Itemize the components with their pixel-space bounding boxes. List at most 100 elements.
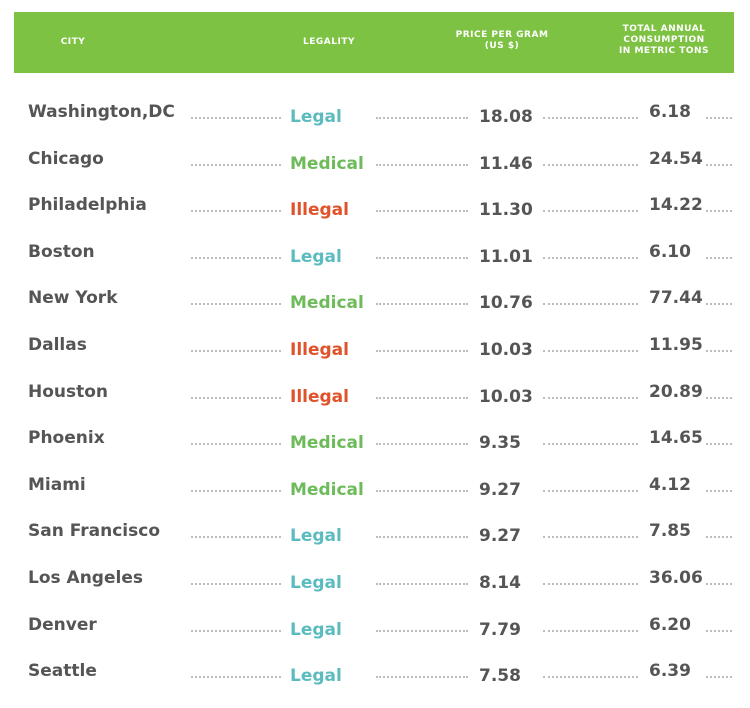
table-row: Houston Illegal 10.03 20.89	[0, 381, 750, 417]
leader-dots	[706, 117, 732, 119]
leader-dots	[191, 256, 281, 259]
table-row: Boston Legal 11.01 6.10	[0, 241, 750, 277]
table-row: Denver Legal 7.79 6.20	[0, 614, 750, 650]
city-name: Washington,DC	[28, 102, 175, 122]
price-per-gram: 11.01	[479, 246, 533, 267]
header-price: PRICE PER GRAM (US $)	[447, 30, 557, 52]
table-row: Miami Medical 9.27 4.12	[0, 474, 750, 510]
header-price-line2: (US $)	[484, 41, 520, 51]
price-per-gram: 10.03	[479, 386, 533, 407]
city-name: Philadelphia	[28, 195, 147, 216]
city-name: Seattle	[28, 661, 97, 682]
leader-dots	[543, 210, 638, 213]
leader-dots	[543, 489, 638, 492]
price-per-gram: 11.30	[479, 200, 533, 221]
leader-dots	[191, 629, 281, 632]
price-per-gram: 9.27	[479, 479, 521, 500]
price-per-gram: 11.46	[479, 153, 533, 174]
annual-consumption: 6.10	[649, 241, 691, 262]
annual-consumption: 24.54	[649, 148, 703, 169]
table-row: Chicago Medical 11.46 24.54	[0, 148, 750, 184]
price-per-gram: 7.58	[479, 666, 521, 687]
legality-status: Legal	[290, 526, 342, 547]
annual-consumption: 6.18	[649, 102, 691, 122]
leader-dots	[543, 303, 638, 306]
annual-consumption: 4.12	[649, 474, 691, 495]
city-name: New York	[28, 288, 118, 309]
table-row: San Francisco Legal 9.27 7.85	[0, 520, 750, 556]
leader-dots	[706, 163, 732, 166]
leader-dots	[376, 676, 468, 679]
header-price-line1: PRICE PER GRAM	[455, 30, 549, 40]
annual-consumption: 77.44	[649, 288, 703, 309]
city-name: Phoenix	[28, 428, 105, 449]
city-name: Houston	[28, 381, 109, 402]
legality-status: Illegal	[290, 386, 349, 407]
leader-dots	[191, 443, 281, 446]
price-per-gram: 9.27	[479, 526, 521, 547]
leader-dots	[706, 443, 732, 446]
leader-dots	[706, 303, 732, 306]
leader-dots	[376, 303, 468, 306]
leader-dots	[376, 443, 468, 446]
leader-dots	[706, 210, 732, 213]
leader-dots	[191, 676, 281, 679]
leader-dots	[706, 489, 732, 492]
annual-consumption: 36.06	[649, 568, 703, 588]
leader-dots	[376, 536, 468, 539]
header-consumption: TOTAL ANNUAL CONSUMPTION IN METRIC TONS	[604, 24, 724, 57]
legality-status: Illegal	[290, 200, 349, 221]
leader-dots	[706, 350, 732, 352]
leader-dots	[191, 163, 281, 166]
legality-status: Medical	[290, 433, 364, 454]
table-row: Los Angeles Legal 8.14 36.06	[0, 567, 750, 603]
city-name: Miami	[28, 474, 86, 495]
leader-dots	[191, 210, 281, 213]
table-row: Dallas Illegal 10.03 11.95	[0, 334, 750, 370]
leader-dots	[543, 676, 638, 679]
leader-dots	[191, 396, 281, 399]
legality-status: Medical	[290, 293, 364, 314]
annual-consumption: 6.20	[649, 614, 691, 635]
leader-dots	[376, 117, 468, 119]
header-consumption-line3: IN METRIC TONS	[618, 46, 710, 56]
leader-dots	[376, 489, 468, 492]
leader-dots	[191, 489, 281, 492]
city-name: Denver	[28, 614, 97, 635]
city-name: Los Angeles	[28, 568, 143, 588]
table-row: Philadelphia Illegal 11.30 14.22	[0, 194, 750, 230]
price-per-gram: 10.76	[479, 293, 533, 314]
leader-dots	[376, 350, 468, 352]
table-row: Washington,DC Legal 18.08 6.18	[0, 101, 750, 137]
annual-consumption: 7.85	[649, 521, 691, 542]
leader-dots	[543, 443, 638, 446]
leader-dots	[706, 396, 732, 399]
leader-dots	[191, 117, 281, 119]
header-legality: LEGALITY	[303, 37, 355, 47]
leader-dots	[543, 583, 638, 585]
leader-dots	[376, 583, 468, 585]
annual-consumption: 14.22	[649, 195, 703, 216]
leader-dots	[706, 583, 732, 585]
leader-dots	[191, 303, 281, 306]
legality-status: Legal	[290, 573, 342, 593]
leader-dots	[543, 396, 638, 399]
city-name: Chicago	[28, 148, 104, 169]
leader-dots	[706, 629, 732, 632]
legality-status: Legal	[290, 666, 342, 687]
price-per-gram: 7.79	[479, 619, 521, 640]
leader-dots	[543, 256, 638, 259]
annual-consumption: 11.95	[649, 335, 703, 355]
leader-dots	[543, 163, 638, 166]
leader-dots	[543, 629, 638, 632]
leader-dots	[706, 676, 732, 679]
header-city: CITY	[60, 37, 86, 47]
city-name: Dallas	[28, 335, 87, 355]
price-per-gram: 8.14	[479, 573, 521, 593]
table-header: CITY LEGALITY PRICE PER GRAM (US $) TOTA…	[14, 12, 734, 73]
legality-status: Legal	[290, 619, 342, 640]
leader-dots	[376, 163, 468, 166]
table-row: Phoenix Medical 9.35 14.65	[0, 427, 750, 463]
price-per-gram: 9.35	[479, 433, 521, 454]
